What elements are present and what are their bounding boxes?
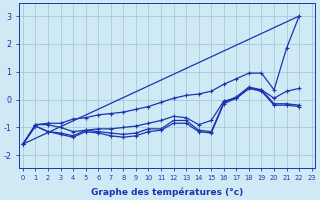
- X-axis label: Graphe des températures (°c): Graphe des températures (°c): [91, 187, 244, 197]
